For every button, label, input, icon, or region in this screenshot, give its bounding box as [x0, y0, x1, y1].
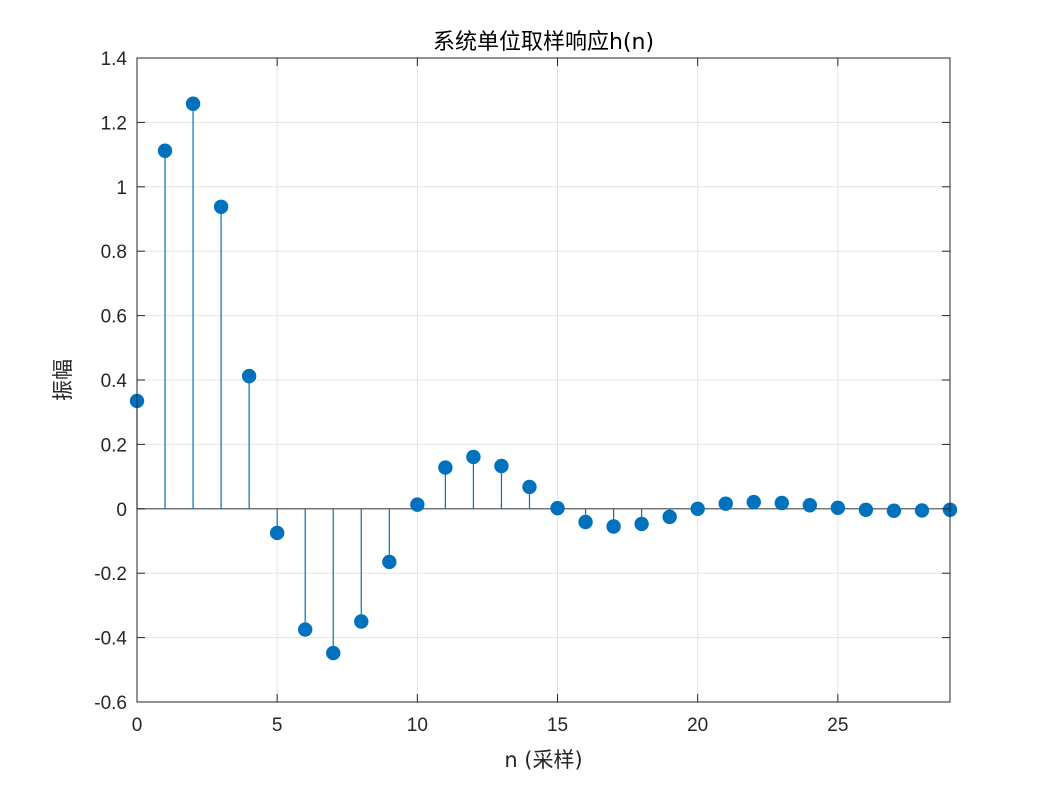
y-tick-label: -0.4 — [94, 629, 127, 650]
y-tick-labels: -0.6 -0.4 -0.2 0 0.2 0.4 0.6 0.8 1 1.2 1.4 — [94, 49, 127, 714]
stem-marker — [606, 519, 621, 534]
y-tick-label: 1.2 — [101, 113, 127, 134]
x-tick-label: 0 — [132, 715, 143, 736]
stem-marker — [326, 645, 341, 661]
x-axis-label: n (采样) — [504, 748, 582, 772]
stem-marker — [662, 509, 677, 525]
stem-marker — [550, 500, 565, 516]
stem-marker — [466, 449, 481, 465]
stem-marker — [774, 495, 789, 511]
x-tick-label: 15 — [547, 715, 568, 736]
x-tick-label: 25 — [827, 715, 848, 736]
y-tick-label: 0 — [116, 500, 127, 521]
stem-marker — [802, 498, 818, 513]
stem-marker — [354, 614, 369, 629]
y-axis-label: 振幅 — [51, 359, 75, 401]
y-tick-label: -0.6 — [94, 693, 127, 714]
y-tick-label: 0.8 — [101, 242, 127, 263]
stem-marker — [213, 199, 229, 214]
stem-marker — [241, 368, 257, 384]
y-tick-label: 0.4 — [101, 371, 128, 392]
y-tick-label: 0.2 — [101, 435, 127, 456]
stem-marker — [578, 514, 593, 530]
stem-marker — [494, 458, 509, 474]
stem-marker — [522, 479, 537, 495]
stem-marker — [634, 516, 649, 532]
axis-ticks — [136, 57, 950, 703]
stem-marker — [858, 502, 874, 517]
x-tick-labels: 0 5 10 15 20 25 — [132, 715, 849, 736]
y-tick-label: 1 — [116, 178, 127, 199]
stem-marker — [438, 460, 453, 475]
x-tick-label: 5 — [272, 715, 283, 736]
stem-marker — [382, 554, 397, 570]
stem-marker — [298, 622, 313, 637]
y-tick-label: -0.2 — [94, 564, 127, 585]
stem-marker — [830, 500, 846, 516]
grid — [136, 57, 950, 703]
x-tick-label: 10 — [407, 715, 428, 736]
stem-marker — [718, 496, 733, 511]
stem-series — [129, 96, 958, 661]
stem-marker — [185, 96, 201, 111]
stem-marker — [157, 143, 173, 158]
stem-marker — [690, 501, 705, 516]
chart-title: 系统单位取样响应h(n) — [433, 30, 654, 55]
y-tick-label: 0.6 — [101, 307, 127, 328]
x-tick-label: 20 — [687, 715, 708, 736]
stem-marker — [410, 497, 425, 512]
stem-marker — [886, 503, 902, 518]
stem-marker — [914, 503, 930, 518]
stem-marker — [746, 494, 761, 510]
y-tick-label: 1.4 — [101, 49, 128, 70]
stem-marker — [269, 525, 285, 541]
